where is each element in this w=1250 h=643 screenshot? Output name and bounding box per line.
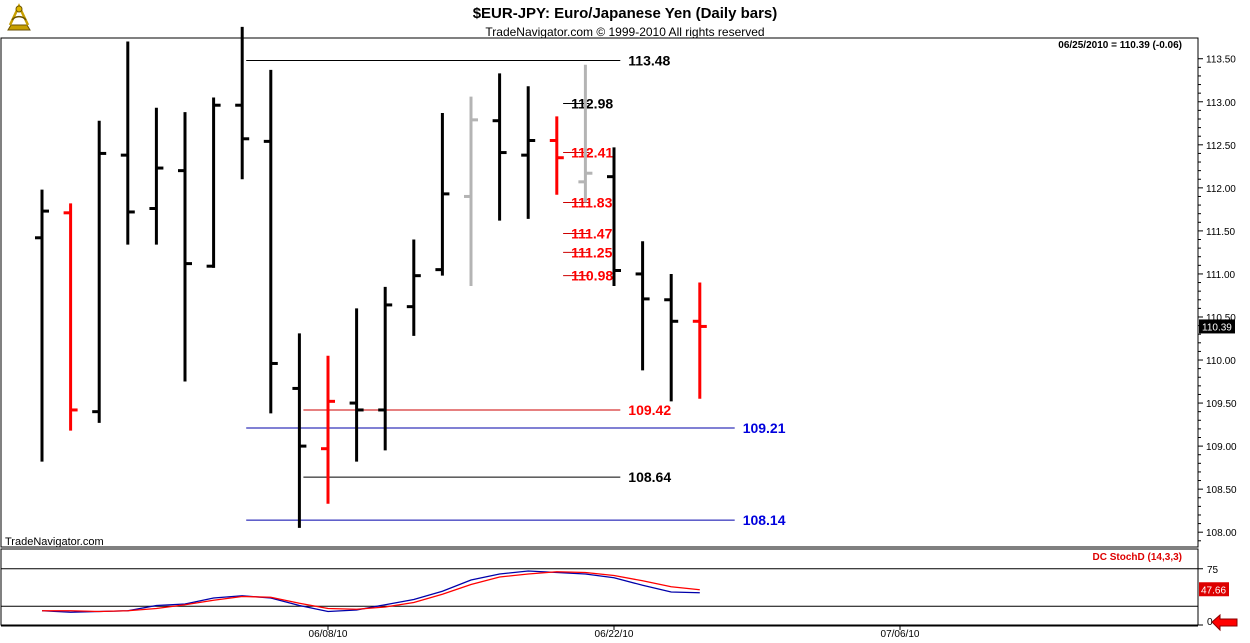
arrow-left-icon — [1211, 613, 1238, 632]
ohlc-bar — [321, 355, 335, 504]
price-axis: 113.50 113.00 112.50 112.00 111.50 111.00 110.… — [1198, 55, 1237, 542]
ohlc-bar — [692, 282, 707, 399]
date-tick-label: 06/08/10 — [309, 629, 348, 640]
date-tick-label: 07/06/10 — [881, 629, 920, 640]
price-tick-label: 109.00 — [1206, 442, 1237, 453]
ohlc-bar — [149, 107, 164, 245]
ohlc-bar — [92, 120, 107, 423]
copyright-text: TradeNavigator.com © 1999-2010 All right… — [485, 25, 764, 39]
price-panel-frame — [0, 37, 1199, 548]
level-label: 111.47 — [571, 225, 612, 241]
stoch-panel-frame — [0, 548, 1199, 626]
price-tick-label: 110.50 — [1206, 313, 1236, 324]
watermark: TradeNavigator.com — [5, 536, 104, 548]
level-label: 108.14 — [743, 512, 786, 528]
level-label: 110.98 — [571, 268, 613, 284]
red-stoch-line — [42, 571, 700, 613]
price-tick-label: 113.50 — [1206, 55, 1236, 66]
chart-title: $EUR-JPY: Euro/Japanese Yen (Daily bars) — [473, 5, 778, 22]
ohlc-bar — [63, 203, 78, 431]
price-tick-label: 111.00 — [1206, 270, 1236, 281]
ohlc-bar — [521, 86, 536, 219]
ohlc-bar — [578, 64, 593, 203]
ohlc-bar — [607, 147, 621, 286]
ohlc-bar — [464, 96, 478, 286]
ohlc-bar — [235, 26, 250, 180]
ohlc-bar — [349, 308, 364, 462]
stoch-title: DC StochD (14,3,3) — [1093, 552, 1182, 563]
last-price-label: 110.39 — [1202, 322, 1232, 333]
level-label: 111.83 — [571, 194, 612, 210]
level-label: 109.21 — [743, 420, 786, 436]
ohlc-bar — [263, 69, 278, 414]
ohlc-bar — [292, 333, 307, 528]
ohlc-bars — [35, 26, 707, 528]
stoch-value-tag: 47.66 — [1201, 585, 1226, 596]
level-label: 111.25 — [571, 244, 612, 260]
ohlc-bar — [178, 112, 192, 382]
price-tick-label: 108.00 — [1206, 528, 1237, 539]
sextant-logo-icon — [2, 2, 36, 36]
ohlc-bar — [635, 241, 650, 371]
price-tick-label: 108.50 — [1206, 485, 1237, 496]
blue-stoch-line — [41, 570, 700, 613]
price-levels: 113.48 112.98 112.41 111.83 111.47 111.25 110.… — [246, 52, 786, 528]
price-tick-label: 112.00 — [1206, 184, 1236, 195]
ohlc-bar — [35, 189, 49, 462]
price-tick-label: 111.50 — [1206, 227, 1236, 238]
last-price-tag: 110.39 — [1199, 319, 1235, 334]
ohlc-bar — [406, 239, 421, 336]
level-label: 112.98 — [571, 95, 613, 111]
ohlc-bar — [492, 73, 507, 221]
last-quote: 06/25/2010 = 110.39 (-0.06) — [1058, 40, 1182, 51]
ohlc-bar — [435, 112, 450, 276]
date-tick-label: 06/22/10 — [595, 629, 634, 640]
price-tick-label: 112.50 — [1206, 141, 1236, 152]
ohlc-bar — [549, 116, 564, 195]
price-tick-label: 110.00 — [1206, 356, 1236, 367]
date-axis: 06/08/10 06/22/10 07/06/10 — [309, 626, 920, 640]
level-label: 109.42 — [628, 402, 671, 418]
ohlc-bar — [664, 273, 679, 402]
ohlc-bar — [378, 286, 393, 451]
level-label: 112.41 — [571, 145, 613, 161]
level-label: 113.48 — [628, 52, 670, 68]
stoch-tick-label: 0 — [1207, 617, 1213, 628]
scroll-left-button[interactable] — [1211, 613, 1238, 632]
price-tick-label: 109.50 — [1206, 399, 1237, 410]
price-tick-label: 113.00 — [1206, 98, 1236, 109]
ohlc-bar — [206, 97, 221, 268]
ohlc-bar — [120, 41, 135, 245]
stochastic-plot: 75 0 47.66 — [1, 565, 1229, 628]
stoch-tick-label: 75 — [1207, 565, 1219, 576]
level-label: 108.64 — [628, 469, 671, 485]
